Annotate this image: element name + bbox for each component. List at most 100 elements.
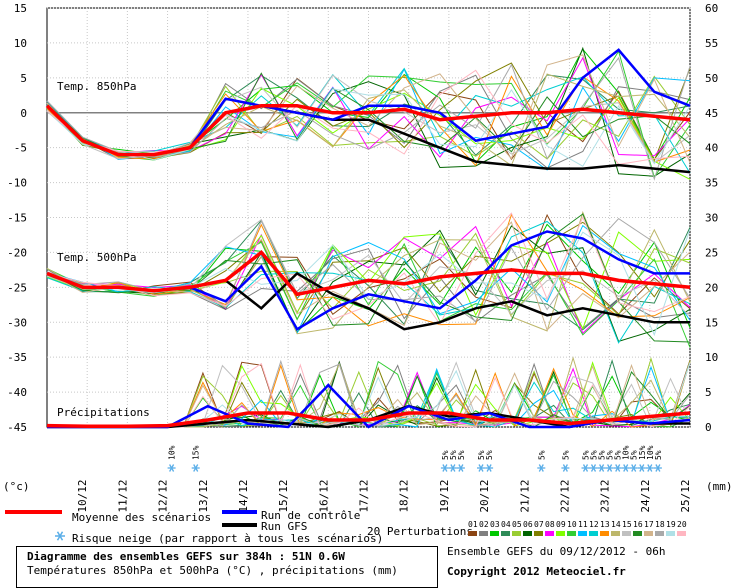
snow-risk-pct: 5% bbox=[561, 450, 570, 460]
snowflake-icon bbox=[537, 464, 546, 472]
perturbation-id: 15 bbox=[622, 520, 632, 529]
perturbation-id: 17 bbox=[644, 520, 654, 529]
snowflake-icon bbox=[456, 464, 465, 472]
perturbation-id: 07 bbox=[534, 520, 544, 529]
snow-risk-pct: 10% bbox=[168, 445, 177, 460]
perturbation-500-line bbox=[46, 212, 691, 326]
snowflake-icon bbox=[440, 464, 449, 472]
snow-risk-pct: 15% bbox=[638, 445, 647, 460]
perturbation-500-line bbox=[46, 225, 691, 343]
perturbation-id: 19 bbox=[666, 520, 676, 529]
right-tick-label: 40 bbox=[705, 142, 718, 155]
perturbation-id: 12 bbox=[589, 520, 599, 529]
snow-risk-pct: 5% bbox=[590, 450, 599, 460]
perturbation-swatch bbox=[490, 531, 499, 536]
perturbation-swatch bbox=[644, 531, 653, 536]
left-axis-unit: (°c) bbox=[3, 480, 30, 493]
right-tick-label: 30 bbox=[705, 212, 718, 225]
legend-control-label: Run de contrôle bbox=[261, 509, 360, 522]
perturbation-swatch bbox=[479, 531, 488, 536]
x-tick-label: 23/12 bbox=[599, 479, 612, 512]
left-tick-label: 15 bbox=[14, 2, 27, 15]
perturbation-500-line bbox=[46, 213, 691, 327]
perturbation-swatch bbox=[677, 531, 686, 536]
perturbation-850-line bbox=[46, 69, 691, 165]
perturbation-id: 11 bbox=[578, 520, 588, 529]
snow-risk-markers: 10% 15% 5% 5% 5% 5% 5% 5% 5% 5% 5% 5% 5% 5% 10% 5% 15% 10… bbox=[167, 445, 663, 472]
x-tick-label: 10/12 bbox=[76, 479, 89, 512]
perturbation-id: 14 bbox=[611, 520, 621, 529]
snow-risk-pct: 5% bbox=[457, 450, 466, 460]
right-tick-label: 35 bbox=[705, 177, 718, 190]
right-tick-label: 55 bbox=[705, 37, 718, 50]
snow-risk-pct: 5% bbox=[537, 450, 546, 460]
left-tick-label: -35 bbox=[7, 351, 27, 364]
perturbation-id: 04 bbox=[501, 520, 511, 529]
perturbation-swatch bbox=[600, 531, 609, 536]
x-tick-label: 25/12 bbox=[679, 479, 692, 512]
snow-risk-pct: 5% bbox=[598, 450, 607, 460]
perturbation-id: 13 bbox=[600, 520, 610, 529]
perturbation-500-line bbox=[46, 225, 691, 334]
snowflake-icon bbox=[645, 464, 654, 472]
perturbation-id: 03 bbox=[490, 520, 500, 529]
perturbation-500-line bbox=[46, 213, 691, 316]
snowflake-icon bbox=[629, 464, 638, 472]
perturbation-swatch bbox=[501, 531, 510, 536]
snowflake-icon bbox=[477, 464, 485, 472]
x-tick-label: 11/12 bbox=[116, 479, 129, 512]
left-tick-label: 0 bbox=[20, 107, 27, 120]
perturbation-swatch bbox=[556, 531, 565, 536]
perturbation-swatch bbox=[622, 531, 631, 536]
perturbation-id: 02 bbox=[479, 520, 489, 529]
snow-risk-pct: 5% bbox=[477, 450, 486, 460]
panel-label-850: Temp. 850hPa bbox=[57, 80, 136, 93]
left-tick-label: -40 bbox=[7, 386, 27, 399]
perturbation-id: 18 bbox=[655, 520, 665, 529]
snow-risk-pct: 5% bbox=[606, 450, 615, 460]
right-tick-label: 45 bbox=[705, 107, 718, 120]
snowflake-icon bbox=[605, 464, 614, 472]
perturbation-swatch bbox=[589, 531, 598, 536]
perturbation-500-line bbox=[46, 241, 691, 348]
right-tick-label: 20 bbox=[705, 281, 718, 294]
left-tick-label: -5 bbox=[14, 142, 27, 155]
x-tick-label: 21/12 bbox=[518, 479, 531, 512]
snowflake-icon bbox=[653, 464, 662, 472]
x-tick-label: 16/12 bbox=[317, 479, 330, 512]
perturbation-850-line bbox=[46, 88, 691, 167]
snowflake-icon bbox=[613, 464, 622, 472]
x-tick-label: 13/12 bbox=[197, 479, 210, 512]
x-tick-label: 19/12 bbox=[438, 479, 451, 512]
snowflake-icon bbox=[167, 464, 176, 472]
x-tick-label: 14/12 bbox=[237, 479, 250, 512]
series-500-line bbox=[46, 249, 691, 297]
perturbation-count: 20 Perturbations bbox=[367, 525, 473, 538]
x-tick-label: 20/12 bbox=[478, 479, 491, 512]
panel-label-precip: Précipitations bbox=[57, 406, 150, 419]
x-tick-label: 17/12 bbox=[358, 479, 371, 512]
snow-risk-pct: 5% bbox=[614, 450, 623, 460]
perturbation-swatch bbox=[534, 531, 543, 536]
snow-risk-pct: 5% bbox=[654, 450, 663, 460]
perturbation-swatch bbox=[666, 531, 675, 536]
snow-risk-pct: 15% bbox=[192, 445, 201, 460]
legend-mean-label: Moyenne des scénarios bbox=[72, 511, 211, 524]
snowflake-icon bbox=[485, 464, 494, 472]
right-tick-label: 60 bbox=[705, 2, 718, 15]
perturbation-swatch bbox=[633, 531, 642, 536]
info-box: Diagramme des ensembles GEFS sur 384h : … bbox=[16, 546, 438, 588]
perturbation-swatch bbox=[523, 531, 532, 536]
info-subtitle: Températures 850hPa et 500hPa (°C) , pré… bbox=[27, 564, 398, 577]
right-tick-label: 0 bbox=[705, 421, 712, 434]
left-tick-label: 10 bbox=[14, 37, 27, 50]
right-tick-label: 5 bbox=[705, 386, 712, 399]
perturbation-id: 01 bbox=[468, 520, 478, 529]
perturbation-swatch bbox=[567, 531, 576, 536]
x-tick-label: 12/12 bbox=[157, 479, 170, 512]
perturbation-id: 05 bbox=[512, 520, 522, 529]
snowflake-icon bbox=[589, 464, 598, 472]
perturbation-500-line bbox=[46, 229, 691, 337]
perturbation-id: 20 bbox=[677, 520, 687, 529]
perturbation-id: 09 bbox=[556, 520, 566, 529]
